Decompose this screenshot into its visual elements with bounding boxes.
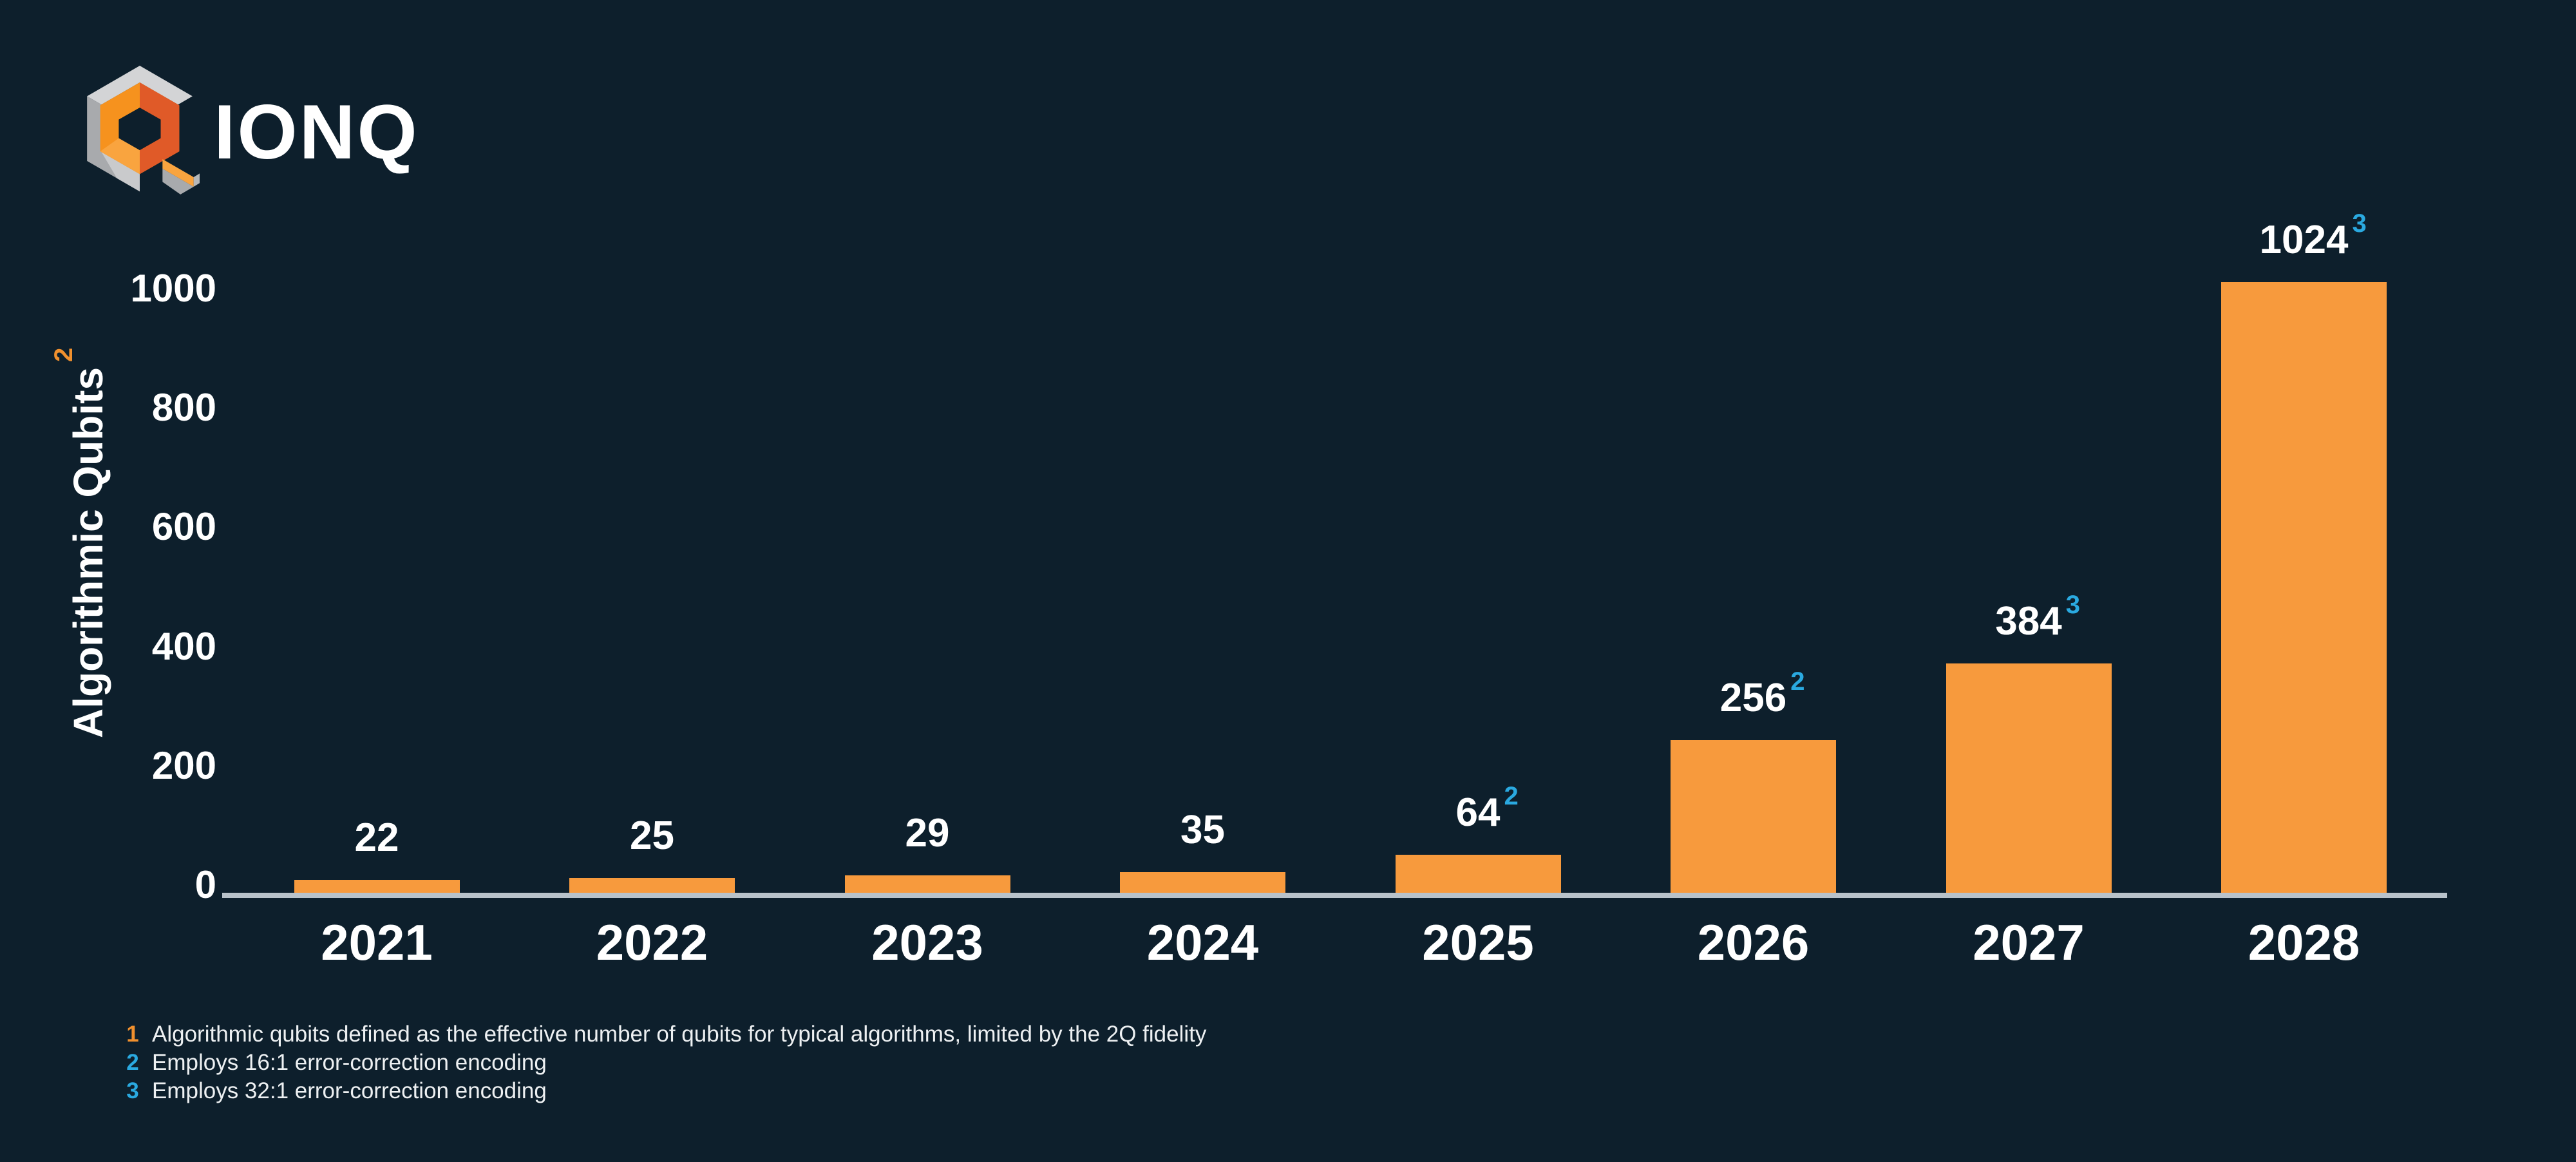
bar-value-label: 29: [734, 811, 1121, 856]
bar-value-superscript: 3: [2065, 591, 2080, 619]
bar-value-label: 22: [184, 815, 570, 861]
bar-value-label: 64 2: [1285, 782, 1671, 835]
bar: [1120, 872, 1285, 893]
x-axis-label: 2023: [871, 914, 983, 971]
bar-value-label: 1024 3: [2111, 209, 2497, 263]
x-axis-label: 2027: [1973, 914, 2085, 971]
bar: [1671, 740, 1836, 893]
footnote-marker: 1: [126, 1022, 139, 1047]
x-axis-label: 2022: [596, 914, 708, 971]
bar: [844, 875, 1010, 893]
bar: [2221, 282, 2387, 893]
x-axis-label: 2021: [321, 914, 433, 971]
bar-value-number: 25: [630, 814, 674, 858]
y-axis-tick-labels: 0 200 400 600 800 1000: [0, 249, 216, 904]
bar: [1946, 663, 2112, 893]
x-axis-line: [222, 893, 2447, 898]
y-tick-label: 600: [151, 505, 216, 549]
footnote-row: 1 Algorithmic qubits defined as the effec…: [124, 1020, 1206, 1049]
y-tick-label: 800: [151, 386, 216, 430]
bar-value-label: 35: [1010, 808, 1396, 853]
bar-value-superscript: 2: [1504, 782, 1519, 810]
footnote-text: Employs 16:1 error-correction encoding: [152, 1050, 547, 1075]
y-tick-label: 200: [151, 743, 216, 787]
bar-value-number: 1024 3: [2260, 209, 2367, 262]
footnote-row: 2 Employs 16:1 error-correction encoding: [124, 1049, 1206, 1077]
footnote-text: Algorithmic qubits defined as the effect…: [152, 1022, 1207, 1047]
brand-wordmark: IONQ: [214, 89, 419, 175]
bar-value-label: 384 3: [1835, 591, 2222, 644]
x-axis-label: 2025: [1422, 914, 1534, 971]
bar: [569, 878, 735, 893]
x-axis-label: 2028: [2248, 914, 2360, 971]
bar: [294, 880, 460, 893]
bar-value-number: 256 2: [1720, 667, 1805, 720]
bar-value-number: 384 3: [1995, 591, 2080, 643]
footnote-marker: 3: [126, 1078, 139, 1103]
y-tick-label: 1000: [130, 267, 216, 310]
plot-area: 22 25 29 35 64 2 256 2 384 3 1024 3: [222, 209, 2447, 893]
bar-value-number: 22: [354, 815, 399, 860]
bar-value-number: 29: [905, 811, 950, 855]
ionq-hexagon-q-icon: [87, 65, 200, 195]
footnote-marker: 2: [126, 1050, 139, 1075]
y-tick-label: 0: [194, 863, 216, 906]
x-axis-label: 2024: [1146, 914, 1259, 971]
bar-value-label: 25: [459, 814, 846, 859]
y-tick-label: 400: [151, 624, 216, 668]
bar-value-number: 64 2: [1456, 782, 1519, 835]
footnote-row: 3 Employs 32:1 error-correction encoding: [124, 1077, 1206, 1105]
bar-value-superscript: 2: [1790, 667, 1805, 696]
bar-value-number: 35: [1180, 808, 1225, 852]
bar: [1395, 855, 1561, 893]
footnote-text: Employs 32:1 error-correction encoding: [152, 1078, 547, 1103]
footnotes: 1 Algorithmic qubits defined as the effec…: [124, 1020, 1206, 1105]
bar-value-label: 256 2: [1560, 667, 1947, 721]
bar-value-superscript: 3: [2352, 209, 2367, 238]
x-axis-label: 2026: [1697, 914, 1810, 971]
